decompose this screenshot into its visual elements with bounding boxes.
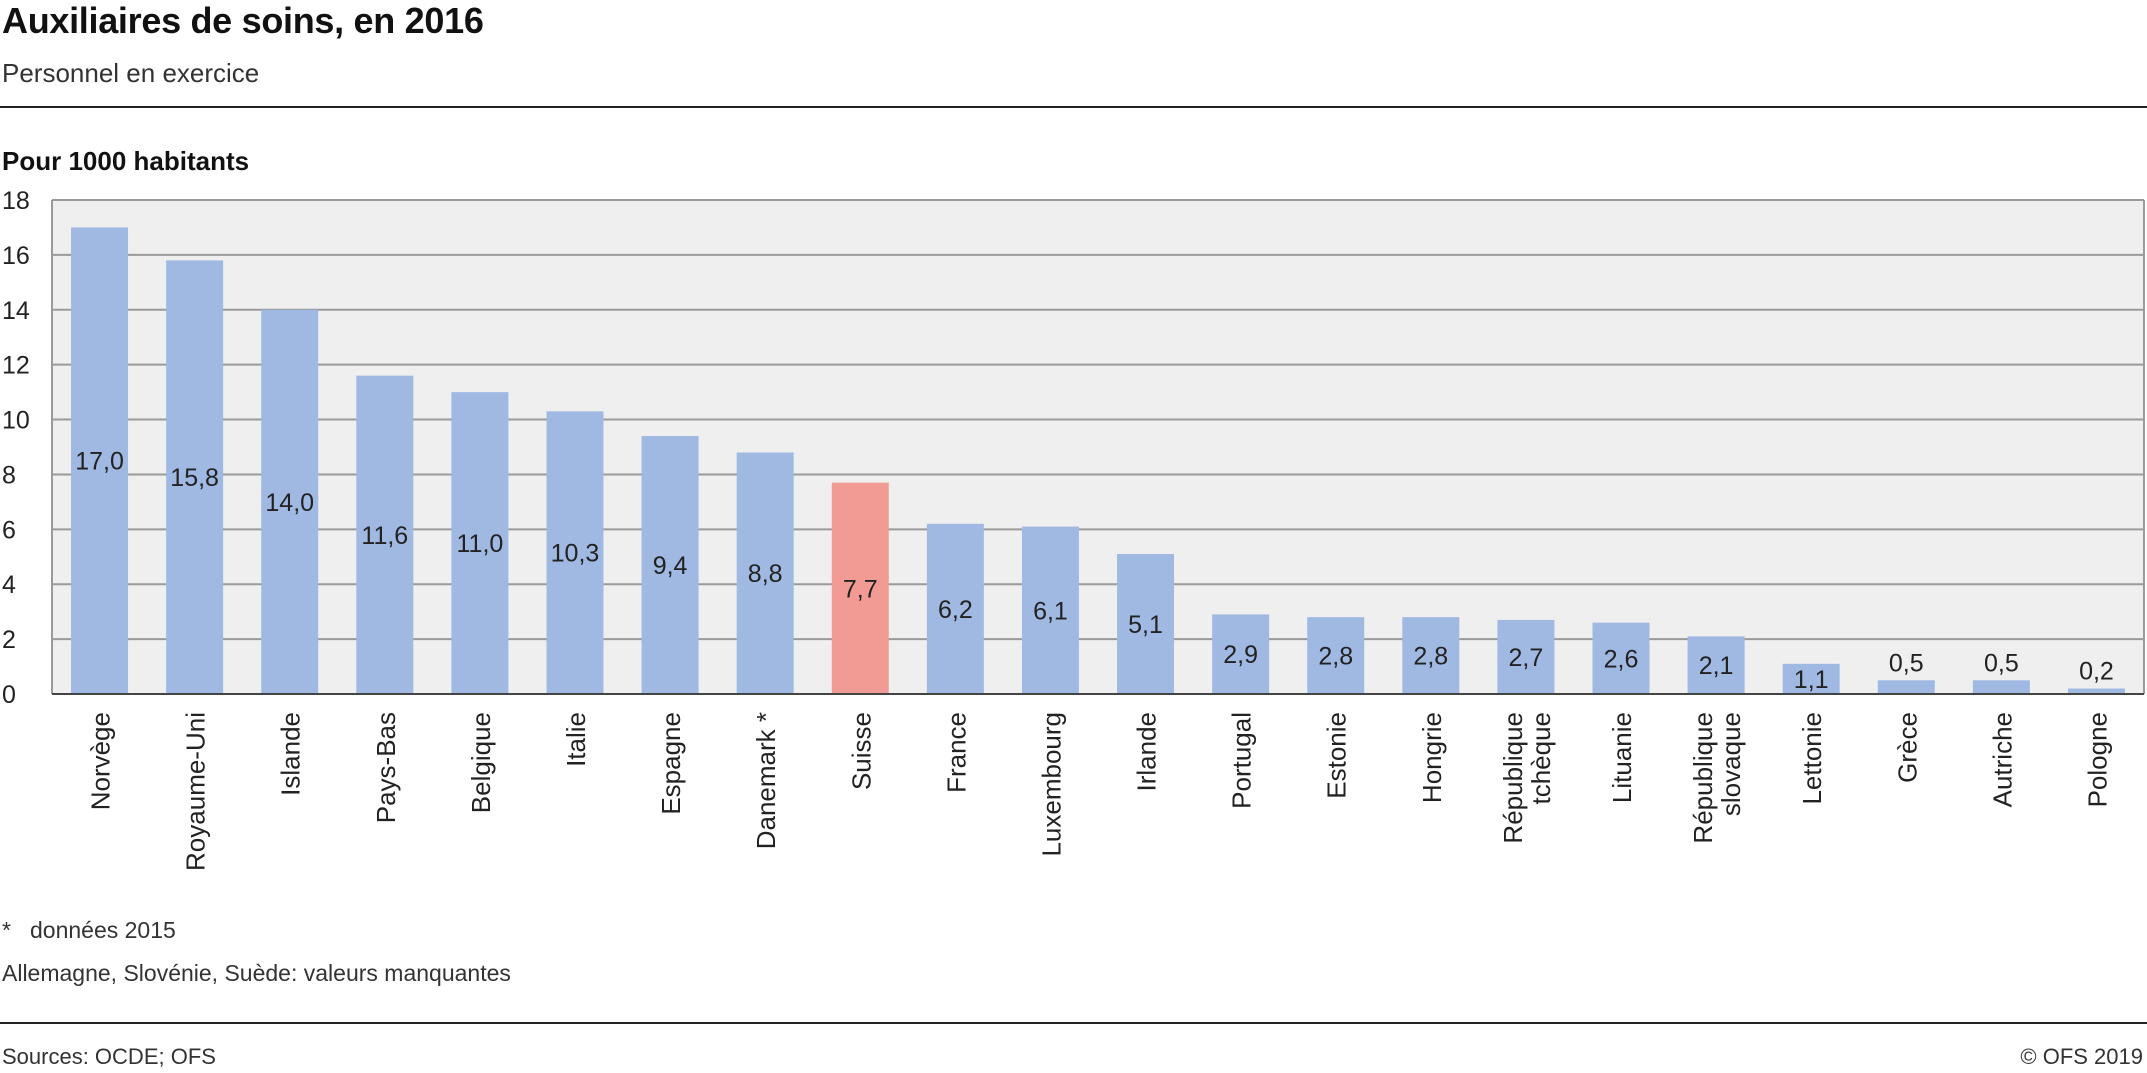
- bar-value-label: 6,2: [938, 596, 973, 624]
- bar-value-label: 17,0: [75, 448, 124, 476]
- bar-value-label: 15,8: [170, 464, 219, 492]
- category-label: Pologne: [2082, 712, 2112, 807]
- footnote-star: * données 2015: [2, 917, 176, 944]
- category-label: Grèce: [1892, 712, 1922, 783]
- category-label: Autriche: [1987, 712, 2017, 807]
- bar: [1877, 680, 1935, 694]
- bar-value-label: 0,5: [1889, 649, 1924, 677]
- bar: [1972, 680, 2030, 694]
- copyright-note: © OFS 2019: [2020, 1044, 2143, 1069]
- bar: [71, 227, 129, 694]
- category-label: Espagne: [656, 712, 686, 815]
- y-axis-label: Pour 1000 habitants: [2, 146, 250, 176]
- top-divider: [0, 106, 2147, 108]
- bar-value-label: 1,1: [1794, 666, 1829, 694]
- category-label: Danemark *: [751, 712, 781, 849]
- bar-value-label: 14,0: [265, 489, 314, 517]
- category-label: Républiqueslovaque: [1688, 712, 1746, 844]
- bar-value-label: 7,7: [843, 575, 878, 603]
- footnote-star-text: données 2015: [30, 917, 176, 943]
- bar: [1212, 614, 1270, 694]
- bar: [451, 392, 509, 694]
- bar-value-label: 2,6: [1604, 645, 1639, 673]
- bar-value-label: 5,1: [1128, 611, 1163, 639]
- category-label: Suisse: [846, 712, 876, 790]
- footnote-missing: Allemagne, Slovénie, Suède: valeurs manq…: [2, 960, 511, 986]
- category-label: France: [941, 712, 971, 793]
- y-tick-label: 0: [2, 681, 16, 709]
- bar: [1021, 526, 1079, 694]
- category-label: Luxembourg: [1036, 712, 1066, 857]
- y-tick-label: 6: [2, 516, 16, 544]
- bar: [2067, 688, 2125, 694]
- bar: [1117, 554, 1175, 694]
- bar: [261, 309, 319, 694]
- y-tick-label: 12: [2, 352, 30, 380]
- y-tick-label: 10: [2, 407, 30, 435]
- footnote-star-symbol: *: [2, 917, 11, 943]
- bar-value-label: 0,2: [2079, 658, 2114, 686]
- bar-value-label: 9,4: [653, 552, 688, 580]
- bar: [1687, 636, 1745, 694]
- y-tick-label: 14: [2, 297, 30, 325]
- bar-value-label: 6,1: [1033, 597, 1068, 625]
- chart-title: Auxiliaires de soins, en 2016: [2, 0, 484, 41]
- bar: [736, 452, 794, 694]
- y-tick-label: 4: [2, 571, 16, 599]
- bar-value-label: 2,8: [1318, 643, 1353, 671]
- source-note: Sources: OCDE; OFS: [2, 1044, 216, 1069]
- bottom-divider: [0, 1022, 2147, 1024]
- category-label: Estonie: [1322, 712, 1352, 799]
- bar-value-label: 10,3: [551, 540, 600, 568]
- bar: [1592, 622, 1650, 694]
- bar-value-label: 2,8: [1413, 643, 1448, 671]
- bar: [831, 482, 889, 694]
- bar: [546, 411, 604, 694]
- category-label: Norvège: [86, 712, 116, 810]
- bar-value-label: 11,0: [457, 530, 504, 558]
- bar-value-label: 11,6: [361, 522, 408, 550]
- bar-value-label: 2,9: [1223, 641, 1258, 669]
- category-label: Irlande: [1132, 712, 1162, 792]
- category-label: Portugal: [1227, 712, 1257, 809]
- bar-chart: 0 2 4 6 8 10 12 14 16 18 17,0 Norvège 15,8 Royaume-Un…: [2, 187, 2145, 871]
- category-label: Lettonie: [1797, 712, 1827, 805]
- category-label: Républiquetchèque: [1498, 712, 1556, 844]
- category-label: Pays-Bas: [371, 712, 401, 823]
- bar: [1782, 663, 1840, 694]
- category-label: Italie: [561, 712, 591, 767]
- bar-value-label: 2,7: [1509, 644, 1544, 672]
- category-label: Royaume-Uni: [181, 712, 211, 871]
- bar: [1307, 617, 1365, 694]
- bar: [1497, 619, 1555, 694]
- y-tick-label: 8: [2, 461, 16, 489]
- y-tick-label: 2: [2, 626, 16, 654]
- bar-value-label: 8,8: [748, 560, 783, 588]
- bar-value-label: 0,5: [1984, 649, 2019, 677]
- y-tick-label: 16: [2, 242, 30, 270]
- bar: [926, 523, 984, 694]
- category-label: Belgique: [466, 712, 496, 813]
- bar: [356, 375, 414, 694]
- category-label: Hongrie: [1417, 712, 1447, 803]
- bar-value-label: 2,1: [1699, 652, 1734, 680]
- bar: [1402, 617, 1460, 694]
- category-label: Islande: [276, 712, 306, 796]
- chart-subtitle: Personnel en exercice: [2, 58, 260, 88]
- y-tick-label: 18: [2, 187, 30, 215]
- bar: [166, 260, 224, 694]
- category-label: Lituanie: [1607, 712, 1637, 803]
- bar: [641, 436, 699, 694]
